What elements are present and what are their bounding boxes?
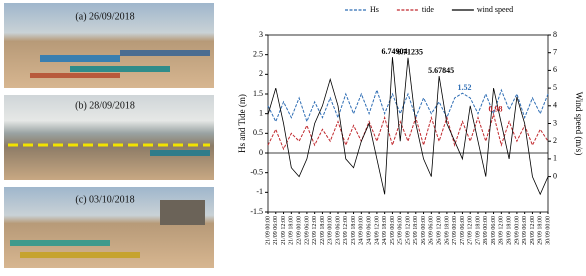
y2-tick-label: 4 (553, 101, 557, 110)
x-tick-label: 27/09 06:00 (460, 216, 466, 245)
y-tick-label: -1.5 (250, 207, 263, 216)
x-tick-label: 30/09 00:00 (545, 216, 551, 245)
photo-label: (a) 26/09/2018 (75, 11, 134, 22)
x-tick-label: 21/09 12:00 (281, 216, 287, 245)
x-tick-label: 25/09 12:00 (405, 216, 411, 245)
x-tick-label: 22/09 06:00 (304, 216, 310, 245)
x-tick-label: 27/09 18:00 (475, 216, 481, 245)
x-tick-label: 24/09 06:00 (366, 216, 372, 245)
y2-tick-label: 1 (553, 154, 557, 163)
x-tick-label: 26/09 18:00 (444, 216, 450, 245)
y-tick-label: 0.5 (253, 128, 263, 137)
x-tick-label: 29/09 12:00 (530, 216, 536, 245)
x-tick-label: 27/09 12:00 (468, 216, 474, 245)
x-tick-label: 23/09 18:00 (351, 216, 357, 245)
x-tick-label: 25/09 18:00 (413, 216, 419, 245)
y2-axis-label: Wind speed (m/s) (574, 92, 584, 156)
x-tick-label: 27/09 00:00 (452, 216, 458, 245)
y-tick-label: 2.5 (253, 49, 263, 58)
y-tick-label: 2 (259, 69, 263, 78)
x-tick-label: 24/09 00:00 (359, 216, 365, 245)
annotation: 0.98 (489, 104, 503, 113)
x-tick-label: 23/09 00:00 (328, 216, 334, 245)
photo-label: (b) 28/09/2018 (75, 100, 135, 111)
x-tick-label: 22/09 18:00 (320, 216, 326, 245)
figure: (a) 26/09/2018 (b) 28/09/2018 (c) 03/10/… (0, 0, 586, 271)
x-tick-label: 24/09 18:00 (382, 216, 388, 245)
y2-tick-label: 2 (553, 136, 557, 145)
x-tick-label: 28/09 06:00 (491, 216, 497, 245)
y-tick-label: 0 (259, 148, 263, 157)
legend-label: tide (422, 5, 434, 14)
x-tick-label: 29/09 06:00 (522, 216, 528, 245)
y-tick-label: -1 (256, 187, 263, 196)
y2-tick-label: 6 (553, 65, 557, 74)
x-tick-label: 28/09 18:00 (506, 216, 512, 245)
y2-tick-label: 7 (553, 48, 557, 57)
x-tick-label: 23/09 06:00 (335, 216, 341, 245)
annotation: 5.67845 (428, 66, 454, 75)
annotation: 6.71235 (397, 48, 423, 57)
y-tick-label: -0.5 (250, 167, 263, 176)
legend-label: Hs (370, 5, 379, 14)
x-tick-label: 24/09 12:00 (374, 216, 380, 245)
x-tick-label: 26/09 12:00 (436, 216, 442, 245)
x-tick-label: 26/09 06:00 (429, 216, 435, 245)
x-tick-label: 25/09 06:00 (398, 216, 404, 245)
y2-tick-label: 5 (553, 83, 557, 92)
series-line (268, 90, 548, 121)
x-tick-label: 21/09 18:00 (289, 216, 295, 245)
y-axis-label: Hs and Tide (m) (237, 94, 247, 153)
x-tick-label: 26/09 00:00 (421, 216, 427, 245)
x-tick-label: 28/09 00:00 (483, 216, 489, 245)
x-tick-label: 21/09 06:00 (273, 216, 279, 245)
y-tick-label: 1 (259, 108, 263, 117)
legend-label: wind speed (477, 5, 513, 14)
x-tick-label: 29/09 18:00 (538, 216, 544, 245)
x-tick-label: 29/09 00:00 (514, 216, 520, 245)
x-tick-label: 22/09 12:00 (312, 216, 318, 245)
y-tick-label: 3 (259, 30, 263, 39)
x-tick-label: 21/09 00:00 (265, 216, 271, 245)
annotation: 1.52 (457, 83, 471, 92)
x-tick-label: 25/09 00:00 (390, 216, 396, 245)
y2-tick-label: 3 (553, 118, 557, 127)
y2-tick-label: 8 (553, 30, 557, 39)
photo-label: (c) 03/10/2018 (75, 194, 134, 205)
x-tick-label: 22/09 00:00 (296, 216, 302, 245)
y2-tick-label: 0 (553, 171, 557, 180)
series-line (268, 57, 548, 194)
x-tick-label: 28/09 12:00 (499, 216, 505, 245)
y-tick-label: 1.5 (253, 89, 263, 98)
x-tick-label: 23/09 12:00 (343, 216, 349, 245)
